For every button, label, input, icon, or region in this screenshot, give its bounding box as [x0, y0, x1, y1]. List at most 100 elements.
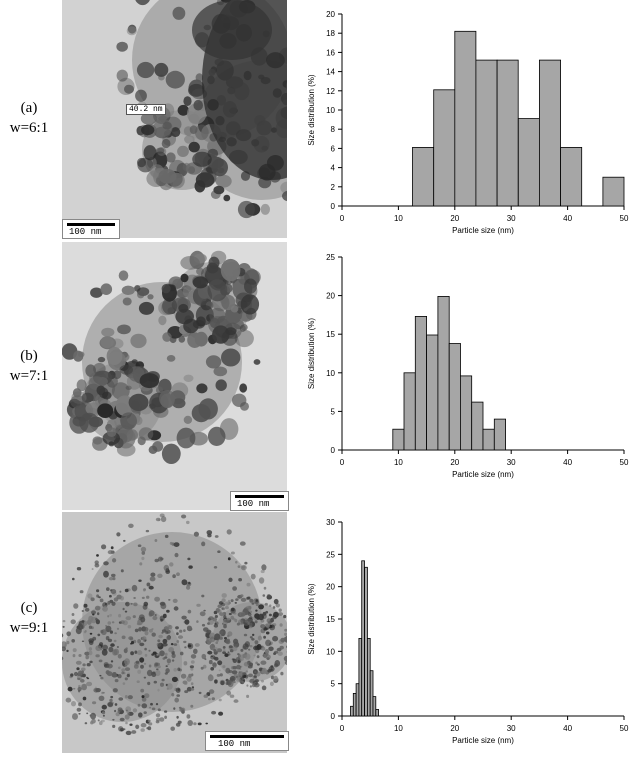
y-tick-label: 14 [326, 68, 335, 77]
x-tick-label: 20 [450, 214, 459, 223]
x-tick-label: 30 [507, 458, 516, 467]
y-tick-label: 0 [331, 202, 336, 211]
histogram-bar [356, 684, 359, 716]
y-tick-label: 5 [331, 407, 336, 416]
x-tick-label: 0 [340, 458, 345, 467]
histogram-bar [476, 60, 497, 206]
scale-bar-c: 100 nm [205, 731, 289, 751]
y-tick-label: 8 [331, 125, 336, 134]
y-axis-label: Size distribution (%) [307, 583, 316, 654]
histogram-bar [413, 147, 434, 206]
histogram-bar [427, 335, 438, 450]
y-axis-label: Size distribution (%) [307, 74, 316, 145]
panel-label-b: (b) w=7:1 [0, 346, 58, 386]
panel-letter: (b) [0, 346, 58, 366]
histogram-bar [518, 119, 539, 206]
measurement-label: 40.2 nm [126, 104, 166, 115]
x-axis-label: Particle size (nm) [452, 470, 514, 479]
scale-bar-text: 100 nm [231, 499, 288, 509]
panel-letter: (c) [0, 598, 58, 618]
x-tick-label: 0 [340, 724, 345, 733]
y-tick-label: 25 [326, 253, 335, 262]
y-tick-label: 10 [326, 106, 335, 115]
histogram-bar [393, 429, 404, 450]
histogram-bar [438, 296, 449, 450]
histogram-bar [603, 177, 624, 206]
histogram-bar [539, 60, 560, 206]
x-tick-label: 40 [563, 214, 572, 223]
histogram-b: 0 5 10 15 20 25 0 10 20 30 40 50 Particle size (nm) S… [300, 244, 630, 492]
y-tick-label: 0 [331, 446, 336, 455]
panel-ratio: w=6:1 [0, 118, 58, 138]
x-tick-label: 50 [620, 214, 629, 223]
y-tick-label: 2 [331, 183, 336, 192]
histogram-bar [367, 638, 370, 716]
histogram-bar [351, 706, 354, 716]
y-tick-label: 6 [331, 144, 336, 153]
y-tick-label: 20 [326, 583, 335, 592]
panel-label-c: (c) w=9:1 [0, 598, 58, 638]
histogram-bar [494, 419, 505, 450]
histogram-bar [434, 90, 455, 206]
histogram-bar [373, 697, 376, 716]
y-tick-label: 16 [326, 48, 335, 57]
x-tick-label: 50 [620, 458, 629, 467]
x-tick-label: 30 [507, 214, 516, 223]
x-tick-label: 30 [507, 724, 516, 733]
y-tick-label: 10 [326, 369, 335, 378]
scale-bar-text: 100 nm [206, 739, 288, 749]
y-tick-label: 15 [326, 615, 335, 624]
tem-texture [62, 512, 287, 753]
x-tick-label: 0 [340, 214, 345, 223]
y-tick-label: 5 [331, 680, 336, 689]
histogram-bar [497, 60, 518, 206]
scale-bar-text: 100 nm [63, 227, 119, 237]
panel-ratio: w=9:1 [0, 618, 58, 638]
scale-bar-b: 100 nm [230, 491, 289, 511]
x-tick-label: 40 [563, 458, 572, 467]
tem-texture [62, 0, 287, 238]
x-tick-label: 50 [620, 724, 629, 733]
histogram-bar [561, 147, 582, 206]
y-tick-label: 12 [326, 87, 335, 96]
y-tick-label: 25 [326, 550, 335, 559]
histogram-bar [483, 429, 494, 450]
x-tick-label: 40 [563, 724, 572, 733]
y-tick-label: 15 [326, 330, 335, 339]
y-tick-label: 10 [326, 647, 335, 656]
scale-bar-line [67, 223, 115, 226]
tem-image-c [62, 512, 287, 753]
tem-image-a [62, 0, 287, 238]
histogram-bar [365, 567, 368, 716]
histogram-bar [376, 710, 379, 717]
histogram-bar [359, 638, 362, 716]
tem-image-b [62, 242, 287, 510]
x-tick-label: 10 [394, 458, 403, 467]
y-tick-label: 30 [326, 518, 335, 527]
scale-bar-a: 100 nm [62, 219, 120, 239]
x-tick-label: 20 [450, 458, 459, 467]
histogram-bar [460, 376, 471, 450]
histogram-bar [449, 344, 460, 451]
histogram-bar [455, 31, 476, 206]
scale-bar-line [235, 495, 284, 498]
y-tick-label: 18 [326, 29, 335, 38]
y-axis-label: Size distribution (%) [307, 318, 316, 389]
histogram-bar [472, 402, 483, 450]
x-axis-label: Particle size (nm) [452, 226, 514, 235]
panel-letter: (a) [0, 98, 58, 118]
histogram-bar [415, 316, 426, 450]
scale-bar-line [210, 735, 284, 738]
y-tick-label: 20 [326, 292, 335, 301]
x-tick-label: 20 [450, 724, 459, 733]
histogram-bar [370, 671, 373, 716]
histogram-bar [404, 373, 415, 450]
histogram-bar [353, 693, 356, 716]
x-axis-label: Particle size (nm) [452, 736, 514, 745]
y-tick-label: 20 [326, 10, 335, 19]
tem-texture [62, 242, 287, 510]
histogram-bar [362, 561, 365, 716]
x-tick-label: 10 [394, 214, 403, 223]
